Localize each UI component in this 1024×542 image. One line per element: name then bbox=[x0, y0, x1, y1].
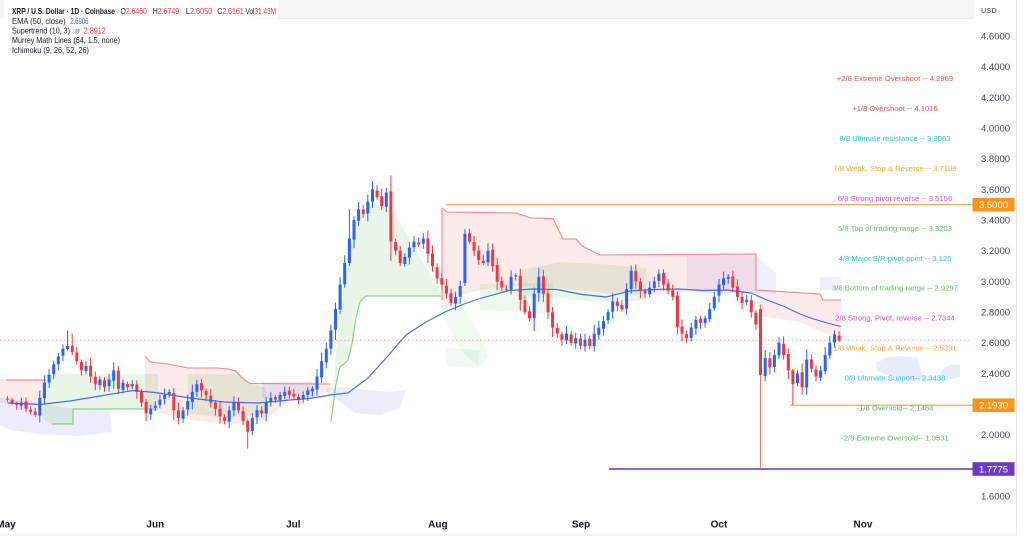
svg-text:2/8 Strong, Pivot, reverse --: 2/8 Strong, Pivot, reverse -- 2.7344 bbox=[835, 314, 955, 323]
svg-text:3.5000: 3.5000 bbox=[979, 200, 1008, 211]
svg-text:Jun: Jun bbox=[146, 520, 164, 531]
svg-text:Jul: Jul bbox=[286, 520, 301, 531]
svg-text:2.8912: 2.8912 bbox=[84, 27, 106, 36]
svg-text:L2.6050: L2.6050 bbox=[186, 7, 213, 16]
svg-text:Murrey Math Lines (64, 1.5, no: Murrey Math Lines (64, 1.5, none) bbox=[12, 36, 120, 45]
svg-text:4.0000: 4.0000 bbox=[981, 123, 1010, 134]
svg-text:3.8000: 3.8000 bbox=[981, 154, 1010, 165]
svg-text:XRP / U.S. Dollar · 1D · Coinb: XRP / U.S. Dollar · 1D · Coinbase bbox=[12, 7, 115, 16]
svg-text:EMA (50, close): EMA (50, close) bbox=[12, 17, 66, 26]
svg-text:C2.6161: C2.6161 bbox=[217, 7, 244, 16]
svg-text:+1/8 Overshoot -- 4.1016: +1/8 Overshoot -- 4.1016 bbox=[852, 104, 938, 113]
svg-text:Ichimoku (9, 26, 52, 26): Ichimoku (9, 26, 52, 26) bbox=[12, 46, 89, 55]
svg-text:3.2000: 3.2000 bbox=[981, 246, 1010, 257]
svg-text:Supertrend (10, 3): Supertrend (10, 3) bbox=[12, 27, 70, 36]
svg-text:O2.6460: O2.6460 bbox=[121, 7, 148, 16]
svg-text:Vol31.43M: Vol31.43M bbox=[246, 7, 277, 16]
svg-text:1.7775: 1.7775 bbox=[979, 464, 1008, 475]
svg-text:2.6000: 2.6000 bbox=[981, 338, 1010, 349]
svg-text:USD: USD bbox=[981, 6, 997, 15]
svg-text:2.1930: 2.1930 bbox=[979, 401, 1008, 412]
svg-text:Oct: Oct bbox=[711, 520, 728, 531]
svg-text:4/8 Major S/R pivot point --: 4/8 Major S/R pivot point -- 3.125 bbox=[839, 254, 952, 263]
svg-text:3.4000: 3.4000 bbox=[981, 216, 1010, 227]
svg-text:8/8 Ultimate resistance -- 3.: 8/8 Ultimate resistance -- 3.9063 bbox=[839, 134, 950, 143]
svg-text:1/8 Weak, Stop & Reverse -- 2: 1/8 Weak, Stop & Reverse -- 2.5391 bbox=[833, 344, 956, 353]
svg-text:Aug: Aug bbox=[428, 520, 447, 531]
svg-text:4.6000: 4.6000 bbox=[981, 31, 1010, 42]
svg-text:0/8 Ultimate Support-- 2.3438: 0/8 Ultimate Support-- 2.3438 bbox=[845, 374, 946, 383]
svg-text:2.8000: 2.8000 bbox=[981, 308, 1010, 319]
svg-text:5/8 Top of trading range -- 3: 5/8 Top of trading range -- 3.3203 bbox=[838, 224, 952, 233]
svg-text:3.0000: 3.0000 bbox=[981, 277, 1010, 288]
svg-text:2.4000: 2.4000 bbox=[981, 369, 1010, 380]
svg-text:2.0000: 2.0000 bbox=[981, 430, 1010, 441]
svg-text:ø: ø bbox=[75, 27, 80, 36]
svg-text:-1/8 Oversold-- 2.1484: -1/8 Oversold-- 2.1484 bbox=[857, 404, 935, 413]
svg-text:7/8 Weak, Stop & Reverse -- 3: 7/8 Weak, Stop & Reverse -- 3.7109 bbox=[833, 164, 956, 173]
svg-text:1.6000: 1.6000 bbox=[981, 492, 1010, 503]
svg-text:3.6000: 3.6000 bbox=[981, 185, 1010, 196]
svg-text:Sep: Sep bbox=[572, 520, 590, 531]
svg-text:-2/8 Extreme Oversold-- 1.953: -2/8 Extreme Oversold-- 1.9531 bbox=[841, 434, 949, 443]
svg-text:Nov: Nov bbox=[854, 520, 873, 531]
svg-text:6/8 Strong pivot reverse -- 3: 6/8 Strong pivot reverse -- 3.5156 bbox=[838, 194, 953, 203]
svg-text:May: May bbox=[0, 520, 16, 531]
svg-text:4.4000: 4.4000 bbox=[981, 62, 1010, 73]
svg-text:+2/8 Extreme Overshoot -- 4.2: +2/8 Extreme Overshoot -- 4.2969 bbox=[837, 74, 953, 83]
svg-text:4.2000: 4.2000 bbox=[981, 93, 1010, 104]
svg-text:3/8 Bottom of trading range --: 3/8 Bottom of trading range -- 2.9297 bbox=[832, 284, 958, 293]
svg-text:H2.6749: H2.6749 bbox=[153, 7, 180, 16]
svg-text:2.6906: 2.6906 bbox=[70, 17, 89, 26]
